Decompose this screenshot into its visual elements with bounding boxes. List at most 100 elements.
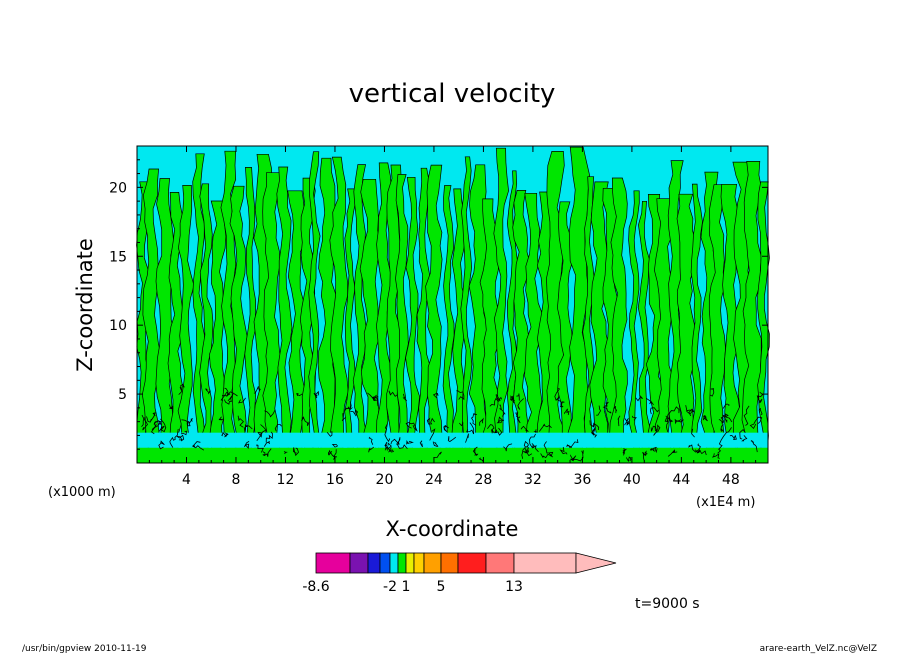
contour-scribble	[516, 393, 520, 401]
y-tick-label: 10	[109, 318, 127, 334]
contour-scribble	[496, 416, 505, 424]
colorbar-extend-arrow	[575, 552, 617, 574]
contour-scribble	[341, 412, 346, 422]
contour-scribble	[626, 420, 630, 426]
x-tick-label: 48	[722, 472, 740, 488]
contour-scribble	[495, 395, 503, 401]
contour-scribble	[465, 433, 469, 443]
contour-scribble	[487, 424, 495, 434]
contour-scribble	[218, 416, 225, 421]
contour-scribble	[426, 417, 435, 425]
colorbar-tick-label: 1	[402, 579, 411, 595]
contour-scribble	[666, 412, 671, 433]
contour-scribble	[559, 446, 568, 455]
contour-scribble	[596, 405, 601, 416]
contour-scribble	[494, 427, 503, 436]
contour-scribble	[220, 391, 231, 401]
contour-scribble	[237, 415, 244, 428]
contour-scribble	[181, 418, 194, 427]
contour-scribble	[263, 441, 271, 447]
contour-scribble	[525, 445, 533, 457]
contour-scribble	[470, 413, 478, 426]
colorbar-tick-label: 5	[437, 579, 446, 595]
contour-scribble	[326, 431, 333, 437]
contour-scribble	[388, 390, 398, 397]
surface-layer	[137, 447, 768, 463]
contour-scribble	[244, 441, 250, 449]
contour-scribble	[474, 448, 479, 456]
contour-scribble	[447, 436, 457, 442]
contour-scribble	[649, 407, 659, 415]
contour-scribble	[510, 395, 516, 401]
x-tick-label: 12	[277, 472, 295, 488]
time-label: t=9000 s	[635, 596, 700, 612]
contour-scribble	[749, 416, 763, 430]
contour-scribble	[592, 422, 600, 431]
contour-scribble	[591, 428, 598, 438]
contour-scribble	[645, 398, 654, 406]
contour-scribble	[543, 441, 551, 454]
contour-scribble	[372, 395, 379, 401]
contour-scribble	[367, 392, 377, 399]
contour-scribble	[405, 422, 418, 432]
contour-scribble	[739, 429, 746, 440]
contour-scribble	[372, 396, 379, 407]
x-unit-label: (x1E4 m)	[696, 495, 755, 510]
velocity-field	[136, 146, 770, 463]
plot-frame	[136, 145, 769, 464]
contour-scribble	[653, 424, 661, 436]
contour-scribble	[529, 433, 536, 449]
contour-scribble	[743, 405, 750, 426]
colorbar-tick-label: 13	[505, 579, 523, 595]
contour-scribble	[458, 421, 464, 427]
y-tick-label: 5	[118, 387, 127, 403]
contour-scribble	[256, 444, 264, 453]
y-axis-label: Z-coordinate	[73, 238, 97, 372]
contour-scribble	[722, 403, 730, 409]
x-tick-label: 4	[182, 472, 191, 488]
colorbar-level	[389, 552, 399, 574]
chart-title: vertical velocity	[349, 79, 556, 109]
contour-scribble	[520, 425, 529, 432]
contour-scribble	[539, 423, 552, 432]
contour-scribble	[253, 385, 261, 394]
contour-scribble	[691, 428, 695, 438]
contour-scribble	[554, 387, 562, 403]
contour-scribble	[402, 393, 408, 402]
colorbar-level	[513, 552, 577, 574]
contour-scribble	[566, 439, 579, 449]
contour-scribble	[668, 406, 680, 414]
plot-area	[136, 145, 770, 464]
contour-scribble	[479, 417, 484, 426]
footer-right: arare-earth_VelZ.nc@VelZ	[760, 644, 877, 654]
contour-scribble	[674, 418, 684, 425]
colorbar-level	[379, 552, 391, 574]
colorbar-level	[413, 552, 425, 574]
colorbar-level	[485, 552, 515, 574]
colorbar-level	[423, 552, 442, 574]
contour-scribble	[265, 431, 274, 443]
contour-scribble	[178, 383, 185, 395]
contour-scribble	[489, 394, 501, 407]
contour-scribble	[622, 448, 627, 456]
contour-scribble	[331, 443, 338, 448]
contour-scribble	[158, 440, 165, 450]
x-tick-label: 44	[672, 472, 690, 488]
colorbar-level	[440, 552, 459, 574]
contour-scribble	[223, 393, 234, 405]
contour-scribble	[406, 439, 414, 445]
contour-scribble	[650, 425, 659, 432]
contour-scribble	[384, 441, 392, 451]
contour-scribble	[384, 423, 391, 443]
contour-scribble	[617, 415, 621, 427]
x-axis-label: X-coordinate	[386, 517, 519, 541]
contour-scribble	[292, 447, 299, 457]
contour-scribble	[517, 398, 524, 410]
contour-scribble	[720, 423, 724, 432]
contour-scribble	[750, 439, 758, 453]
contour-scribble	[756, 391, 764, 404]
contour-scribble	[150, 420, 162, 435]
contour-scribble	[433, 451, 442, 458]
x-tick-label: 40	[623, 472, 641, 488]
